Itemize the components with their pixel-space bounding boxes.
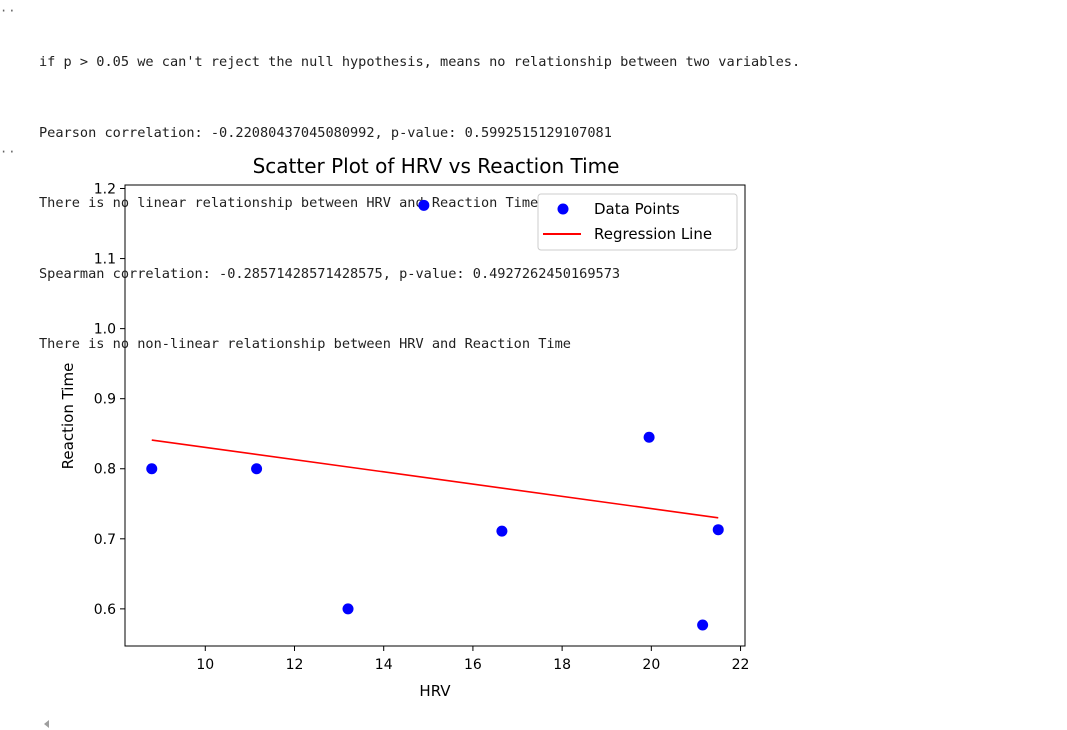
x-tick-label: 18 [553, 657, 571, 673]
y-tick-label: 1.2 [94, 182, 116, 198]
legend-label-data-points: Data Points [594, 200, 680, 218]
y-tick-label: 1.1 [94, 252, 116, 268]
x-tick-label: 22 [732, 657, 750, 673]
output-gutter-marker[interactable]: ·· [0, 145, 17, 159]
data-point [251, 463, 263, 475]
legend-label-regression-line: Regression Line [594, 225, 712, 243]
y-tick-label: 1.0 [94, 322, 116, 338]
chart-title: Scatter Plot of HRV vs Reaction Time [253, 154, 620, 178]
regression-line [151, 439, 719, 519]
y-tick-label: 0.7 [94, 532, 116, 548]
data-point [643, 431, 655, 443]
x-axis: 10 12 14 16 18 20 22 [196, 646, 749, 673]
x-tick-label: 10 [196, 657, 214, 673]
y-axis: 0.6 0.7 0.8 0.9 1.0 1.1 1.2 [94, 182, 125, 618]
output-line: There is no non-linear relationship betw… [39, 336, 571, 352]
output-line: Pearson correlation: -0.2208043704508099… [39, 124, 612, 141]
x-tick-label: 12 [286, 657, 304, 673]
cell-output-text: if p > 0.05 we can't reject the null hyp… [39, 4, 800, 380]
legend: Data Points Regression Line [537, 193, 738, 251]
scroll-left-arrow-icon[interactable] [44, 720, 49, 728]
output-line: if p > 0.05 we can't reject the null hyp… [39, 54, 801, 70]
scatter-chart: Scatter Plot of HRV vs Reaction Time 10 1… [59, 154, 749, 700]
x-axis-label: HRV [419, 682, 451, 700]
data-point [496, 525, 508, 537]
data-point [712, 524, 724, 536]
x-tick-label: 20 [642, 657, 660, 673]
y-tick-label: 0.6 [94, 602, 116, 618]
data-point [342, 603, 354, 615]
chart-marks [146, 199, 724, 631]
data-point [697, 619, 709, 631]
plot-area [124, 184, 746, 647]
x-tick-label: 14 [375, 657, 393, 673]
output-line: Spearman correlation: -0.285714285714285… [39, 265, 621, 282]
data-point [146, 463, 158, 475]
legend-box [537, 193, 738, 251]
y-axis-label: Reaction Time [59, 363, 77, 470]
legend-marker-data-points [557, 203, 569, 215]
data-point [418, 199, 430, 211]
cell-gutter-marker[interactable]: ·· [0, 4, 17, 18]
y-tick-label: 0.9 [94, 392, 116, 408]
y-tick-label: 0.8 [94, 462, 116, 478]
x-tick-label: 16 [464, 657, 482, 673]
